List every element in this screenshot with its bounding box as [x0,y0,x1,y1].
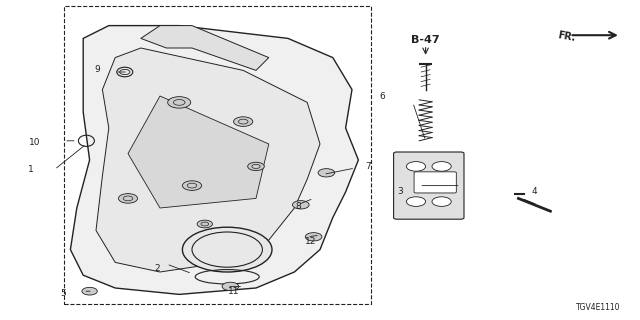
Text: 11: 11 [228,287,239,296]
Text: 8: 8 [296,202,301,211]
Circle shape [318,169,335,177]
Text: 7: 7 [365,162,371,171]
Circle shape [292,201,309,209]
Circle shape [182,181,202,190]
Text: TGV4E1110: TGV4E1110 [576,303,621,312]
Text: 4: 4 [532,188,537,196]
Polygon shape [70,26,358,294]
Text: 10: 10 [29,138,41,147]
Circle shape [234,117,253,126]
Text: B-47: B-47 [412,35,440,45]
Text: 9: 9 [95,65,100,74]
Text: 5: 5 [60,289,65,298]
Circle shape [432,162,451,171]
Text: 12: 12 [305,237,316,246]
FancyBboxPatch shape [414,172,456,193]
Text: FR.: FR. [557,30,576,43]
Circle shape [168,97,191,108]
Circle shape [182,227,272,272]
Polygon shape [128,96,269,208]
Bar [64,6,371,304]
Circle shape [406,197,426,206]
Circle shape [432,197,451,206]
Circle shape [197,220,212,228]
Circle shape [222,282,239,291]
Text: 3: 3 [397,188,403,196]
Polygon shape [96,48,320,272]
FancyBboxPatch shape [394,152,464,219]
Circle shape [305,233,322,241]
Text: 1: 1 [28,165,33,174]
Circle shape [406,162,426,171]
Circle shape [82,287,97,295]
Circle shape [248,162,264,171]
Polygon shape [141,26,269,70]
Text: 2: 2 [154,264,159,273]
Text: 6: 6 [380,92,385,100]
Circle shape [118,194,138,203]
